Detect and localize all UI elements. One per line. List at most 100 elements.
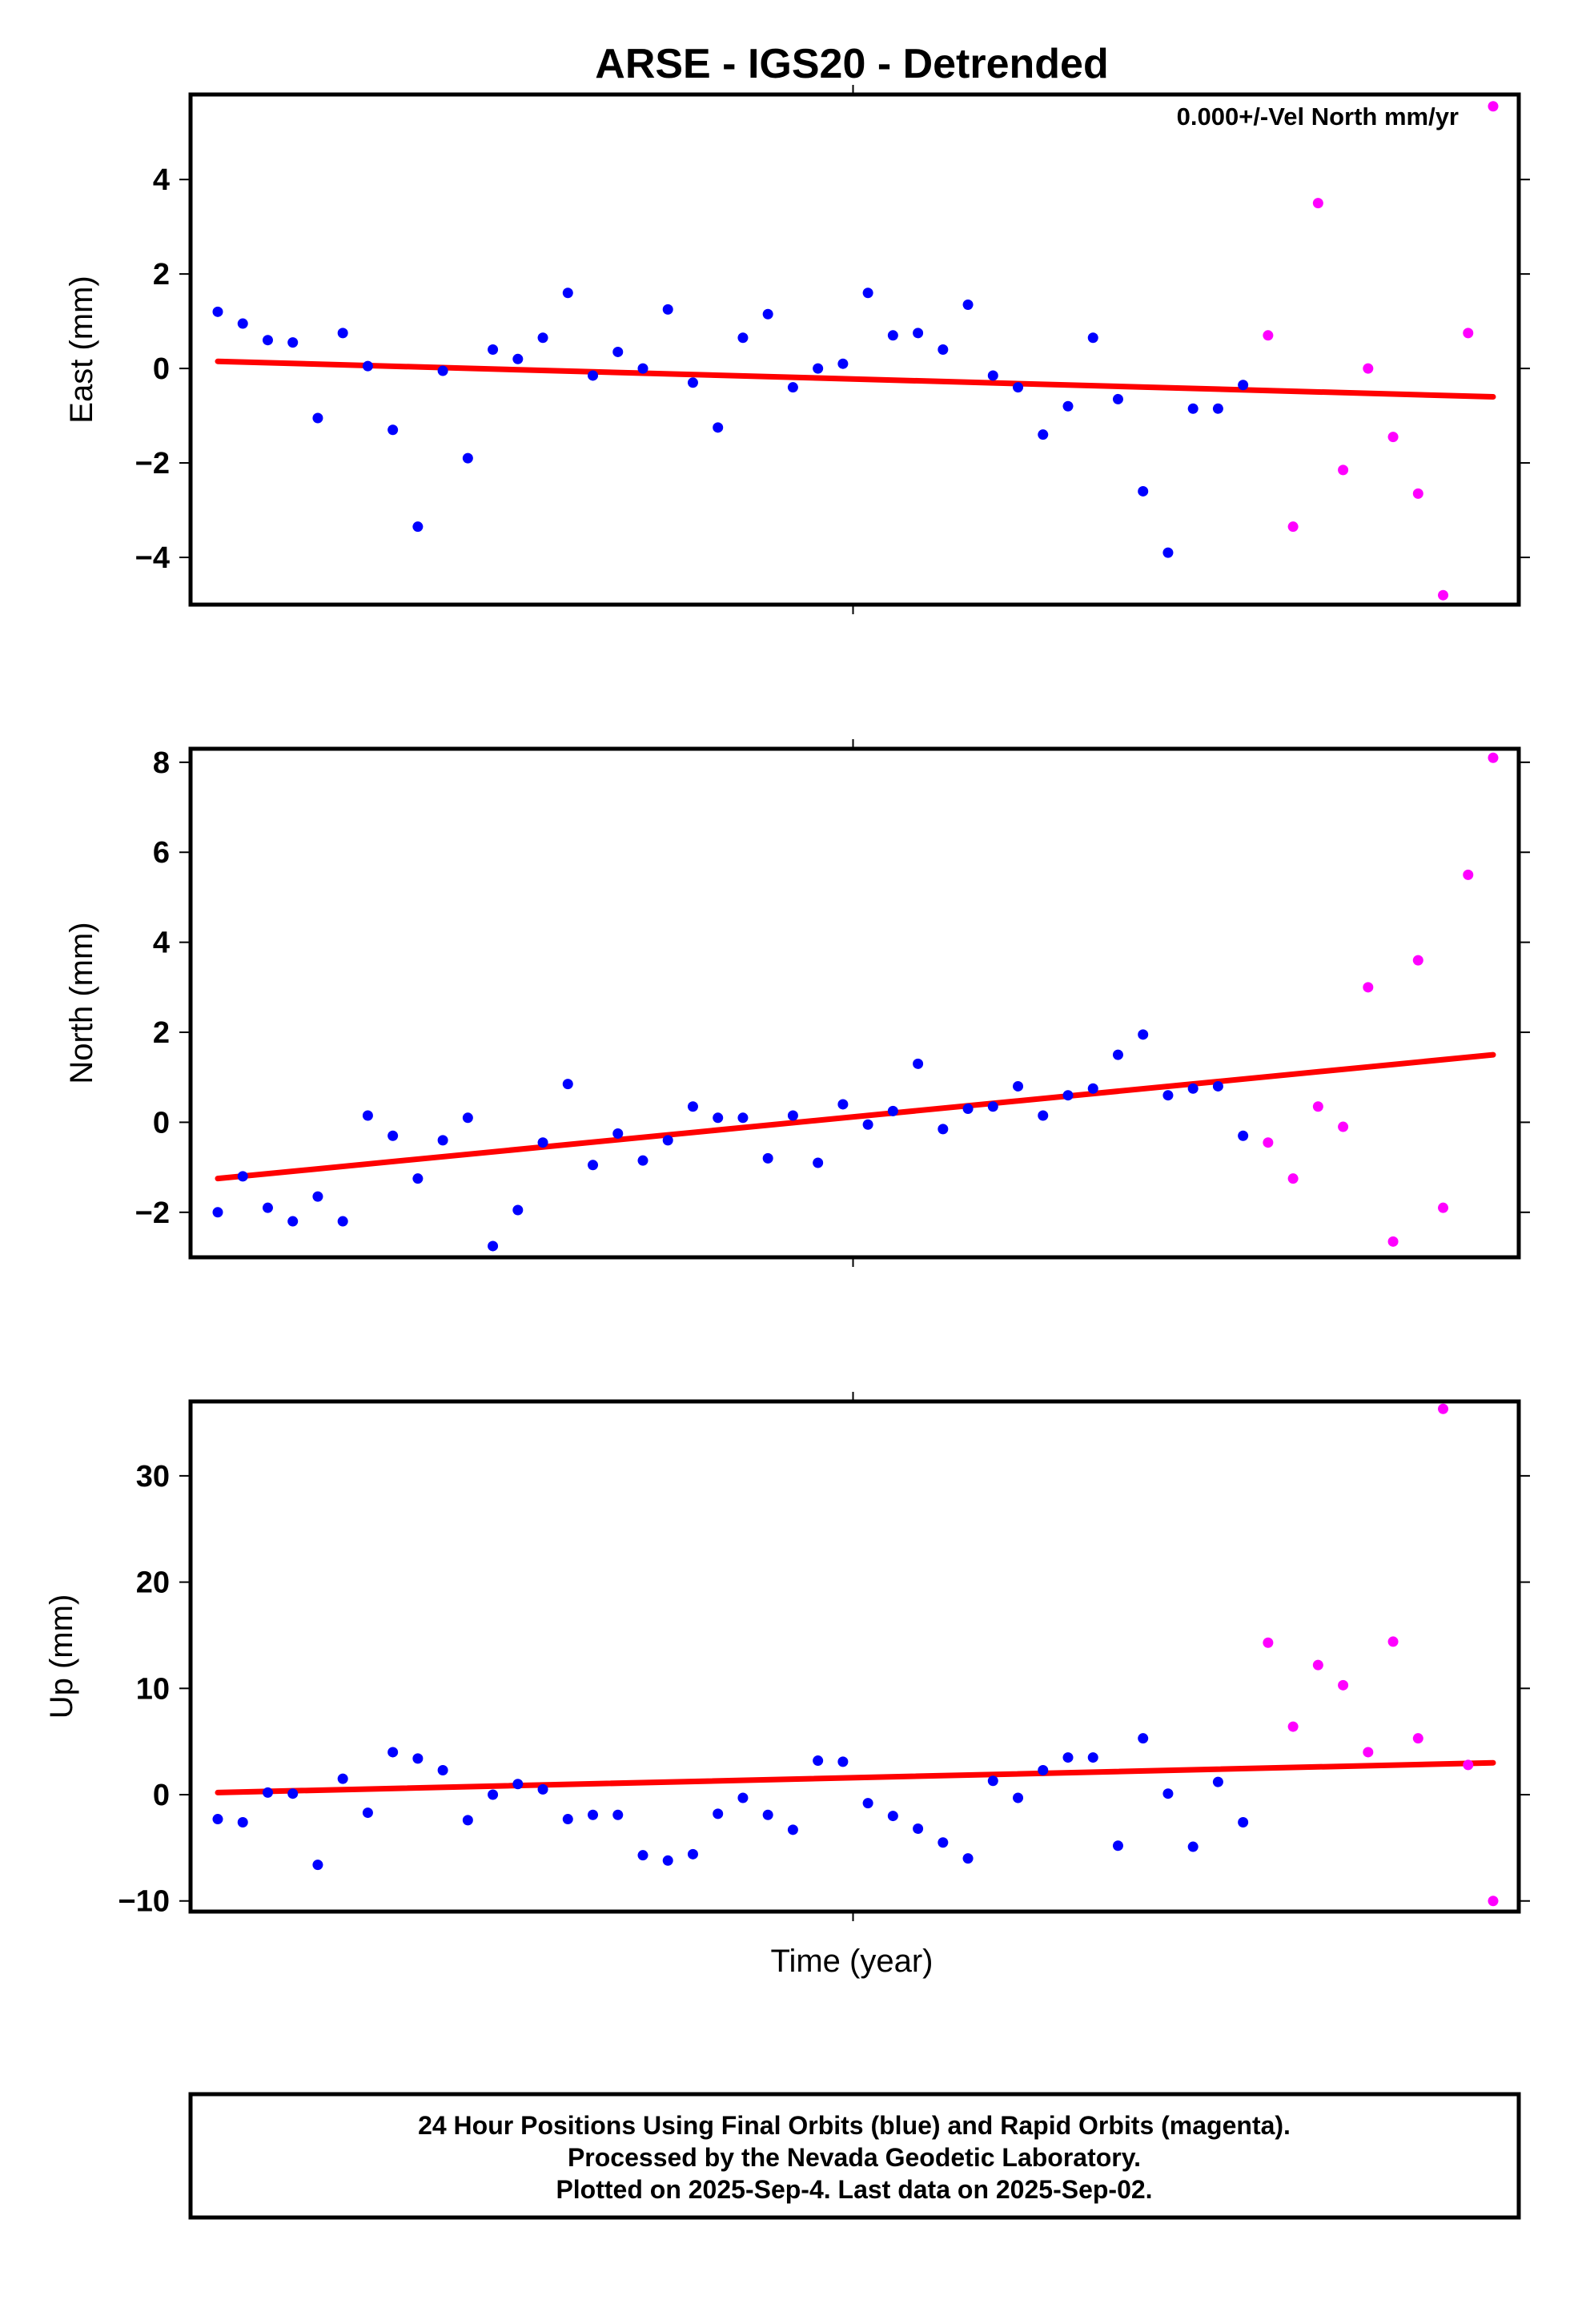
north-ytick-label: 6: [153, 836, 170, 870]
north-final-point: [312, 1191, 323, 1202]
east-ytick-label: −2: [135, 447, 170, 480]
east-rapid-point: [1363, 363, 1374, 374]
up-rapid-point: [1363, 1747, 1374, 1758]
up-final-point: [612, 1809, 624, 1820]
up-panel: Up (mm) −10 0 10 20 30: [44, 1392, 1530, 1921]
north-rapid-point: [1287, 1173, 1299, 1184]
north-final-point: [813, 1157, 824, 1168]
up-final-point: [387, 1747, 399, 1758]
up-final-point: [1038, 1764, 1049, 1775]
east-final-point: [562, 287, 573, 299]
north-rapid-point: [1488, 752, 1499, 763]
up-plot-frame: [188, 1399, 1521, 1914]
east-ytick-label: 2: [153, 258, 170, 292]
north-final-point: [1138, 1029, 1149, 1040]
up-rapid-point: [1488, 1896, 1499, 1907]
east-final-point: [662, 304, 673, 315]
north-final-point: [488, 1240, 499, 1252]
north-final-point: [237, 1171, 248, 1182]
east-final-point: [1162, 547, 1174, 558]
east-final-point: [862, 287, 873, 299]
east-final-point: [412, 521, 424, 533]
north-final-point: [962, 1104, 974, 1115]
north-final-point: [687, 1101, 698, 1112]
east-plot-frame: [188, 92, 1521, 607]
east-final-point: [362, 360, 373, 372]
up-final-point: [862, 1798, 873, 1809]
east-ytick-label: −4: [135, 541, 170, 575]
north-final-point: [337, 1216, 348, 1227]
east-final-point: [687, 377, 698, 388]
north-ytick-label: 8: [153, 746, 170, 780]
east-final-point: [612, 346, 624, 357]
north-final-point: [287, 1216, 299, 1227]
east-rapid-point: [1412, 488, 1423, 499]
up-rapid-point: [1387, 1636, 1399, 1647]
up-final-point: [262, 1787, 273, 1798]
east-axis-label: East (mm): [64, 275, 99, 423]
up-ytick-label: 20: [136, 1566, 170, 1600]
up-final-point: [637, 1850, 648, 1861]
north-final-point: [713, 1112, 724, 1124]
up-ytick-label: 10: [136, 1672, 170, 1706]
north-final-point: [1212, 1080, 1223, 1092]
north-final-point: [787, 1110, 798, 1121]
up-final-point: [237, 1817, 248, 1828]
north-final-point: [537, 1137, 548, 1148]
east-rapid-point: [1438, 589, 1449, 601]
north-final-point: [412, 1173, 424, 1184]
up-final-point: [412, 1753, 424, 1764]
up-final-point: [962, 1853, 974, 1864]
north-final-point: [887, 1105, 898, 1116]
north-rapid-point: [1387, 1236, 1399, 1247]
east-final-point: [713, 422, 724, 433]
north-final-point: [1013, 1080, 1024, 1092]
east-rapid-point: [1287, 521, 1299, 533]
east-trend-group: [215, 358, 1496, 400]
east-ticks: −4 −2 0 2 4: [135, 85, 1530, 614]
north-rapid-point: [1412, 955, 1423, 966]
east-final-point: [987, 370, 998, 381]
east-rapid-point: [1387, 432, 1399, 443]
footer-box: [188, 2092, 1521, 2220]
north-ytick-label: 4: [153, 927, 170, 960]
east-trend-line: [215, 358, 1496, 400]
north-final-point: [462, 1112, 473, 1124]
east-final-point: [1238, 380, 1249, 391]
up-ytick-label: 30: [136, 1460, 170, 1494]
east-final-point: [1038, 429, 1049, 440]
east-final-point: [813, 363, 824, 374]
north-panel: North (mm) −2 0 2 4 6 8: [64, 739, 1530, 1267]
up-final-point: [938, 1837, 949, 1848]
east-final-point: [588, 370, 599, 381]
north-final-point: [387, 1130, 399, 1141]
north-ytick-label: −2: [135, 1196, 170, 1230]
north-final-point: [512, 1204, 524, 1216]
east-points: [212, 101, 1499, 601]
east-final-point: [212, 306, 223, 317]
up-rapid-point: [1438, 1403, 1449, 1414]
up-final-point: [1112, 1840, 1123, 1852]
up-rapid-point: [1463, 1759, 1474, 1771]
north-final-point: [588, 1160, 599, 1171]
up-final-point: [1013, 1792, 1024, 1803]
north-axis-label: North (mm): [64, 922, 99, 1084]
north-final-point: [1038, 1110, 1049, 1121]
north-rapid-point: [1312, 1101, 1323, 1112]
x-axis-label: Time (year): [771, 1944, 934, 1979]
east-rapid-point: [1488, 101, 1499, 112]
east-final-point: [1138, 485, 1149, 497]
up-final-point: [1162, 1788, 1174, 1799]
east-final-point: [1112, 393, 1123, 404]
north-final-point: [362, 1110, 373, 1121]
north-final-point: [913, 1058, 924, 1069]
up-rapid-point: [1412, 1733, 1423, 1744]
east-final-point: [938, 344, 949, 355]
north-final-point: [1112, 1049, 1123, 1060]
east-final-point: [537, 332, 548, 344]
up-final-point: [1062, 1752, 1074, 1763]
up-final-point: [1187, 1841, 1199, 1852]
up-final-point: [562, 1814, 573, 1825]
up-final-point: [913, 1823, 924, 1834]
up-ytick-label: −10: [118, 1885, 170, 1919]
